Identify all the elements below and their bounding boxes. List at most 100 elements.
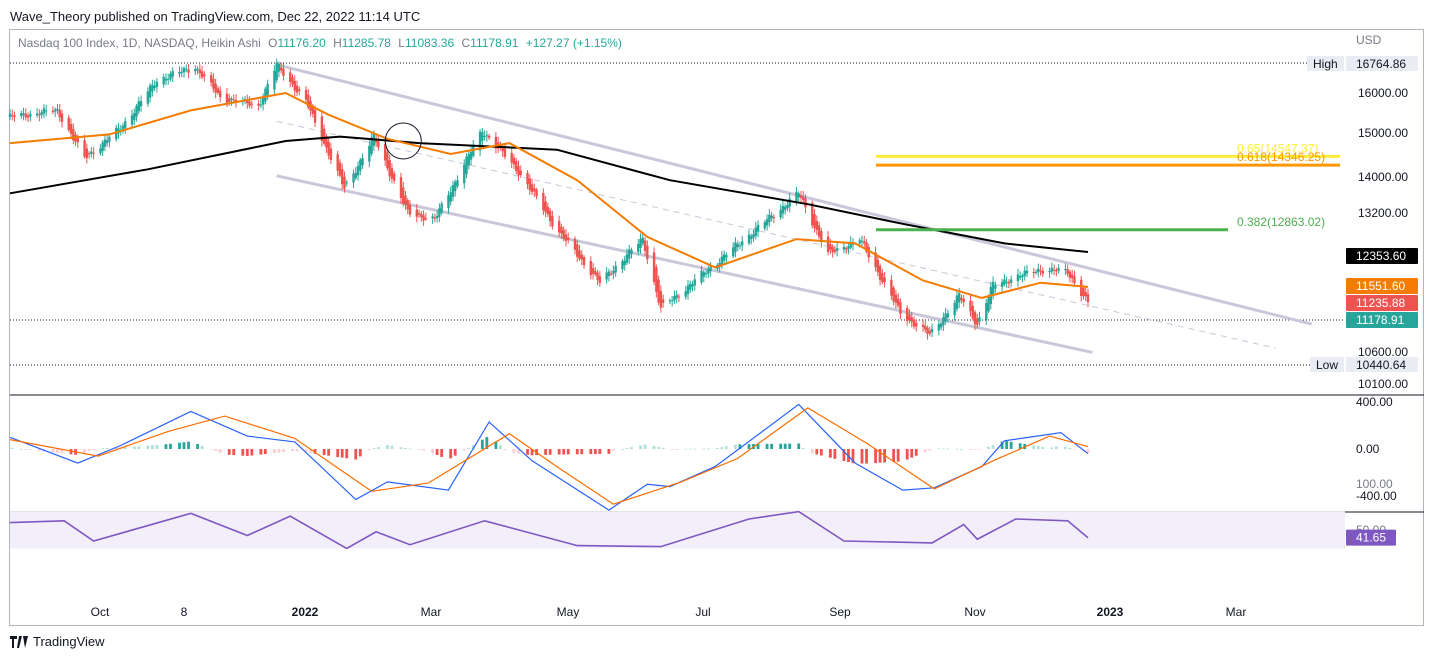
macd-line	[9, 403, 1089, 511]
rsi-last-value: 41.65	[1356, 531, 1386, 545]
candle-body	[890, 279, 893, 296]
candle-body	[567, 237, 570, 240]
candle-body	[528, 178, 531, 191]
macd-histogram-bar	[431, 449, 435, 454]
macd-histogram-bar	[738, 444, 742, 449]
candle-body	[707, 268, 710, 274]
macd-histogram-bar	[408, 448, 412, 450]
macd-histogram-bar	[37, 449, 41, 451]
macd-histogram-bar	[494, 441, 498, 449]
candle-body	[438, 208, 441, 217]
candle-body	[392, 173, 396, 181]
candle-body	[652, 252, 656, 283]
candle-body	[40, 112, 43, 115]
candle-body	[298, 89, 301, 91]
candle-body	[874, 252, 877, 268]
macd-histogram-bar	[417, 449, 421, 450]
macd-histogram-bar	[693, 448, 697, 450]
symbol-title: Nasdaq 100 Index, 1D, NASDAQ, Heikin Ash…	[18, 36, 261, 50]
candle-body	[596, 272, 599, 280]
candle-body	[87, 153, 91, 155]
candle-body	[196, 68, 199, 71]
price-tag-bg	[1346, 278, 1418, 294]
macd-histogram-bar	[137, 446, 141, 449]
candle-body	[693, 279, 696, 286]
macd-histogram-bar	[196, 444, 199, 449]
candle-body	[548, 210, 552, 222]
candle-body	[447, 195, 450, 209]
candle-body	[250, 103, 254, 105]
candle-body	[921, 324, 925, 328]
candle-body	[704, 272, 708, 275]
candle-body	[187, 69, 190, 73]
candle-body	[1019, 276, 1022, 278]
candle-body	[327, 141, 330, 156]
candle-body	[361, 158, 364, 166]
macd-histogram-group	[10, 437, 1090, 464]
high-value: 11285.78	[341, 36, 391, 50]
candle-body	[69, 123, 73, 134]
macd-histogram-bar	[815, 449, 819, 455]
candle-body	[937, 324, 941, 331]
candle-body	[564, 234, 568, 241]
candle-body	[449, 192, 452, 202]
macd-histogram-bar	[747, 444, 751, 449]
macd-histogram-bar	[87, 449, 91, 452]
candle-body	[686, 285, 690, 295]
candle-body	[370, 137, 373, 154]
candle-body	[101, 142, 104, 151]
macd-histogram-bar	[765, 443, 769, 449]
candle-body	[544, 201, 547, 213]
candle-body	[709, 266, 712, 272]
candle-body	[738, 245, 742, 247]
candle-body	[578, 250, 581, 259]
candle-body	[700, 270, 703, 283]
macd-histogram-bar	[797, 443, 801, 449]
price-axis-tick-label: 10100.00	[1358, 377, 1408, 391]
x-axis-tick-label: Oct	[91, 605, 110, 619]
macd-histogram-bar	[652, 445, 656, 449]
macd-histogram-bar	[28, 449, 32, 450]
macd-histogram-bar	[580, 449, 584, 455]
macd-histogram-bar	[304, 449, 308, 453]
candle-body	[1057, 268, 1060, 271]
candle-body	[388, 160, 391, 177]
macd-histogram-bar	[734, 444, 737, 449]
candle-body	[881, 272, 884, 283]
macd-histogram-bar	[503, 448, 507, 450]
candle-body	[813, 214, 816, 228]
candle-body	[345, 182, 348, 184]
macd-histogram-bar	[865, 449, 868, 464]
macd-histogram-bar	[354, 449, 358, 460]
macd-histogram-bar	[169, 443, 172, 449]
candle-body	[763, 222, 767, 229]
candle-body	[487, 135, 491, 138]
candle-body	[955, 295, 959, 310]
candle-body	[533, 188, 536, 192]
candle-body	[356, 166, 360, 176]
macd-histogram-bar	[1005, 441, 1009, 449]
candle-body	[1086, 294, 1090, 303]
close-label: C	[461, 36, 471, 50]
candle-body	[1055, 269, 1058, 272]
candle-body	[279, 67, 283, 71]
candle-body	[673, 296, 676, 301]
candle-body	[273, 70, 276, 90]
candle-body	[212, 78, 215, 89]
macd-histogram-bar	[702, 448, 706, 450]
macd-histogram-bar	[1073, 449, 1076, 450]
candle-body	[677, 296, 681, 298]
price-tag-prev: 11235.88	[1356, 296, 1405, 310]
candle-body	[985, 303, 988, 320]
candle-body	[969, 300, 972, 312]
candle-body	[56, 108, 59, 111]
candle-body	[655, 267, 658, 292]
macd-histogram-bar	[146, 445, 150, 449]
macd-histogram-bar	[399, 447, 403, 449]
candle-body	[338, 162, 342, 176]
candle-body	[155, 81, 159, 88]
macd-histogram-bar	[756, 444, 760, 449]
macd-histogram-bar	[562, 449, 566, 455]
candle-body	[494, 136, 498, 149]
